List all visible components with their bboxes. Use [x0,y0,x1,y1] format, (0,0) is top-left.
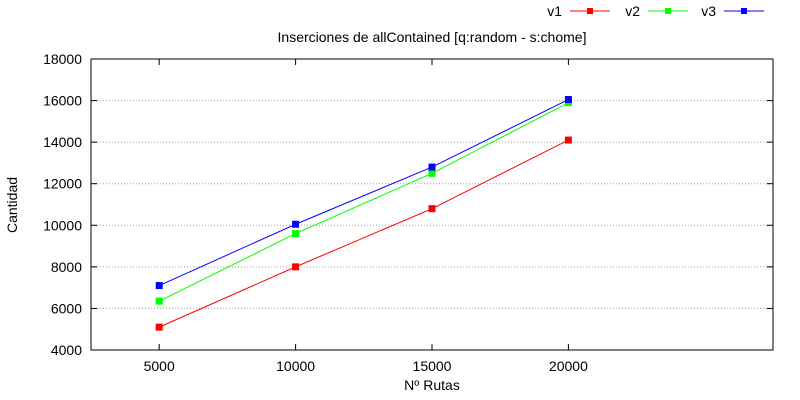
legend-item-v3: v3 [701,3,764,19]
legend: v1 v2 v3 [547,3,764,19]
data-point-v1 [292,263,300,271]
y-axis-label: Cantidad [4,177,20,233]
chart-title: Inserciones de allContained [q:random - … [278,29,587,45]
y-tick-label: 10000 [43,217,82,233]
data-point-v2 [428,169,436,177]
legend-label-v2: v2 [625,3,640,19]
data-point-v1 [564,136,572,144]
data-series [155,96,572,331]
y-tick-label: 18000 [43,51,82,67]
series-v3 [155,96,572,290]
plot-area-frame [90,58,774,351]
legend-item-v2: v2 [625,3,688,19]
series-line-v3 [158,99,569,287]
legend-marker-v2 [665,8,671,14]
legend-marker-v3 [741,8,747,14]
y-tick-label: 8000 [51,259,82,275]
y-tick-label: 6000 [51,300,82,316]
data-point-v3 [292,220,300,228]
legend-label-v1: v1 [547,3,562,19]
axis-ticks: 4000 6000 8000 10000 12000 14000 16000 18000 500… [43,51,773,374]
data-point-v2 [155,297,163,305]
grid-lines [91,100,773,309]
legend-item-v1: v1 [547,3,610,19]
x-tick-label: 5000 [144,358,175,374]
data-point-v1 [155,323,163,331]
y-tick-label: 16000 [43,93,82,109]
x-axis-label: Nº Rutas [404,377,460,393]
x-tick-label: 10000 [276,358,315,374]
x-tick-label: 15000 [413,358,452,374]
y-tick-label: 12000 [43,176,82,192]
y-tick-label: 4000 [51,342,82,358]
series-line-v1 [158,139,569,328]
legend-label-v3: v3 [701,3,716,19]
series-line-v2 [158,102,569,302]
data-point-v3 [155,282,163,290]
data-point-v1 [428,205,436,213]
series-v2 [155,99,572,305]
legend-marker-v1 [587,8,593,14]
series-v1 [155,136,572,331]
x-tick-label: 20000 [549,358,588,374]
y-tick-label: 14000 [43,134,82,150]
data-point-v2 [292,230,300,238]
data-point-v3 [564,96,572,104]
data-point-v3 [428,163,436,171]
